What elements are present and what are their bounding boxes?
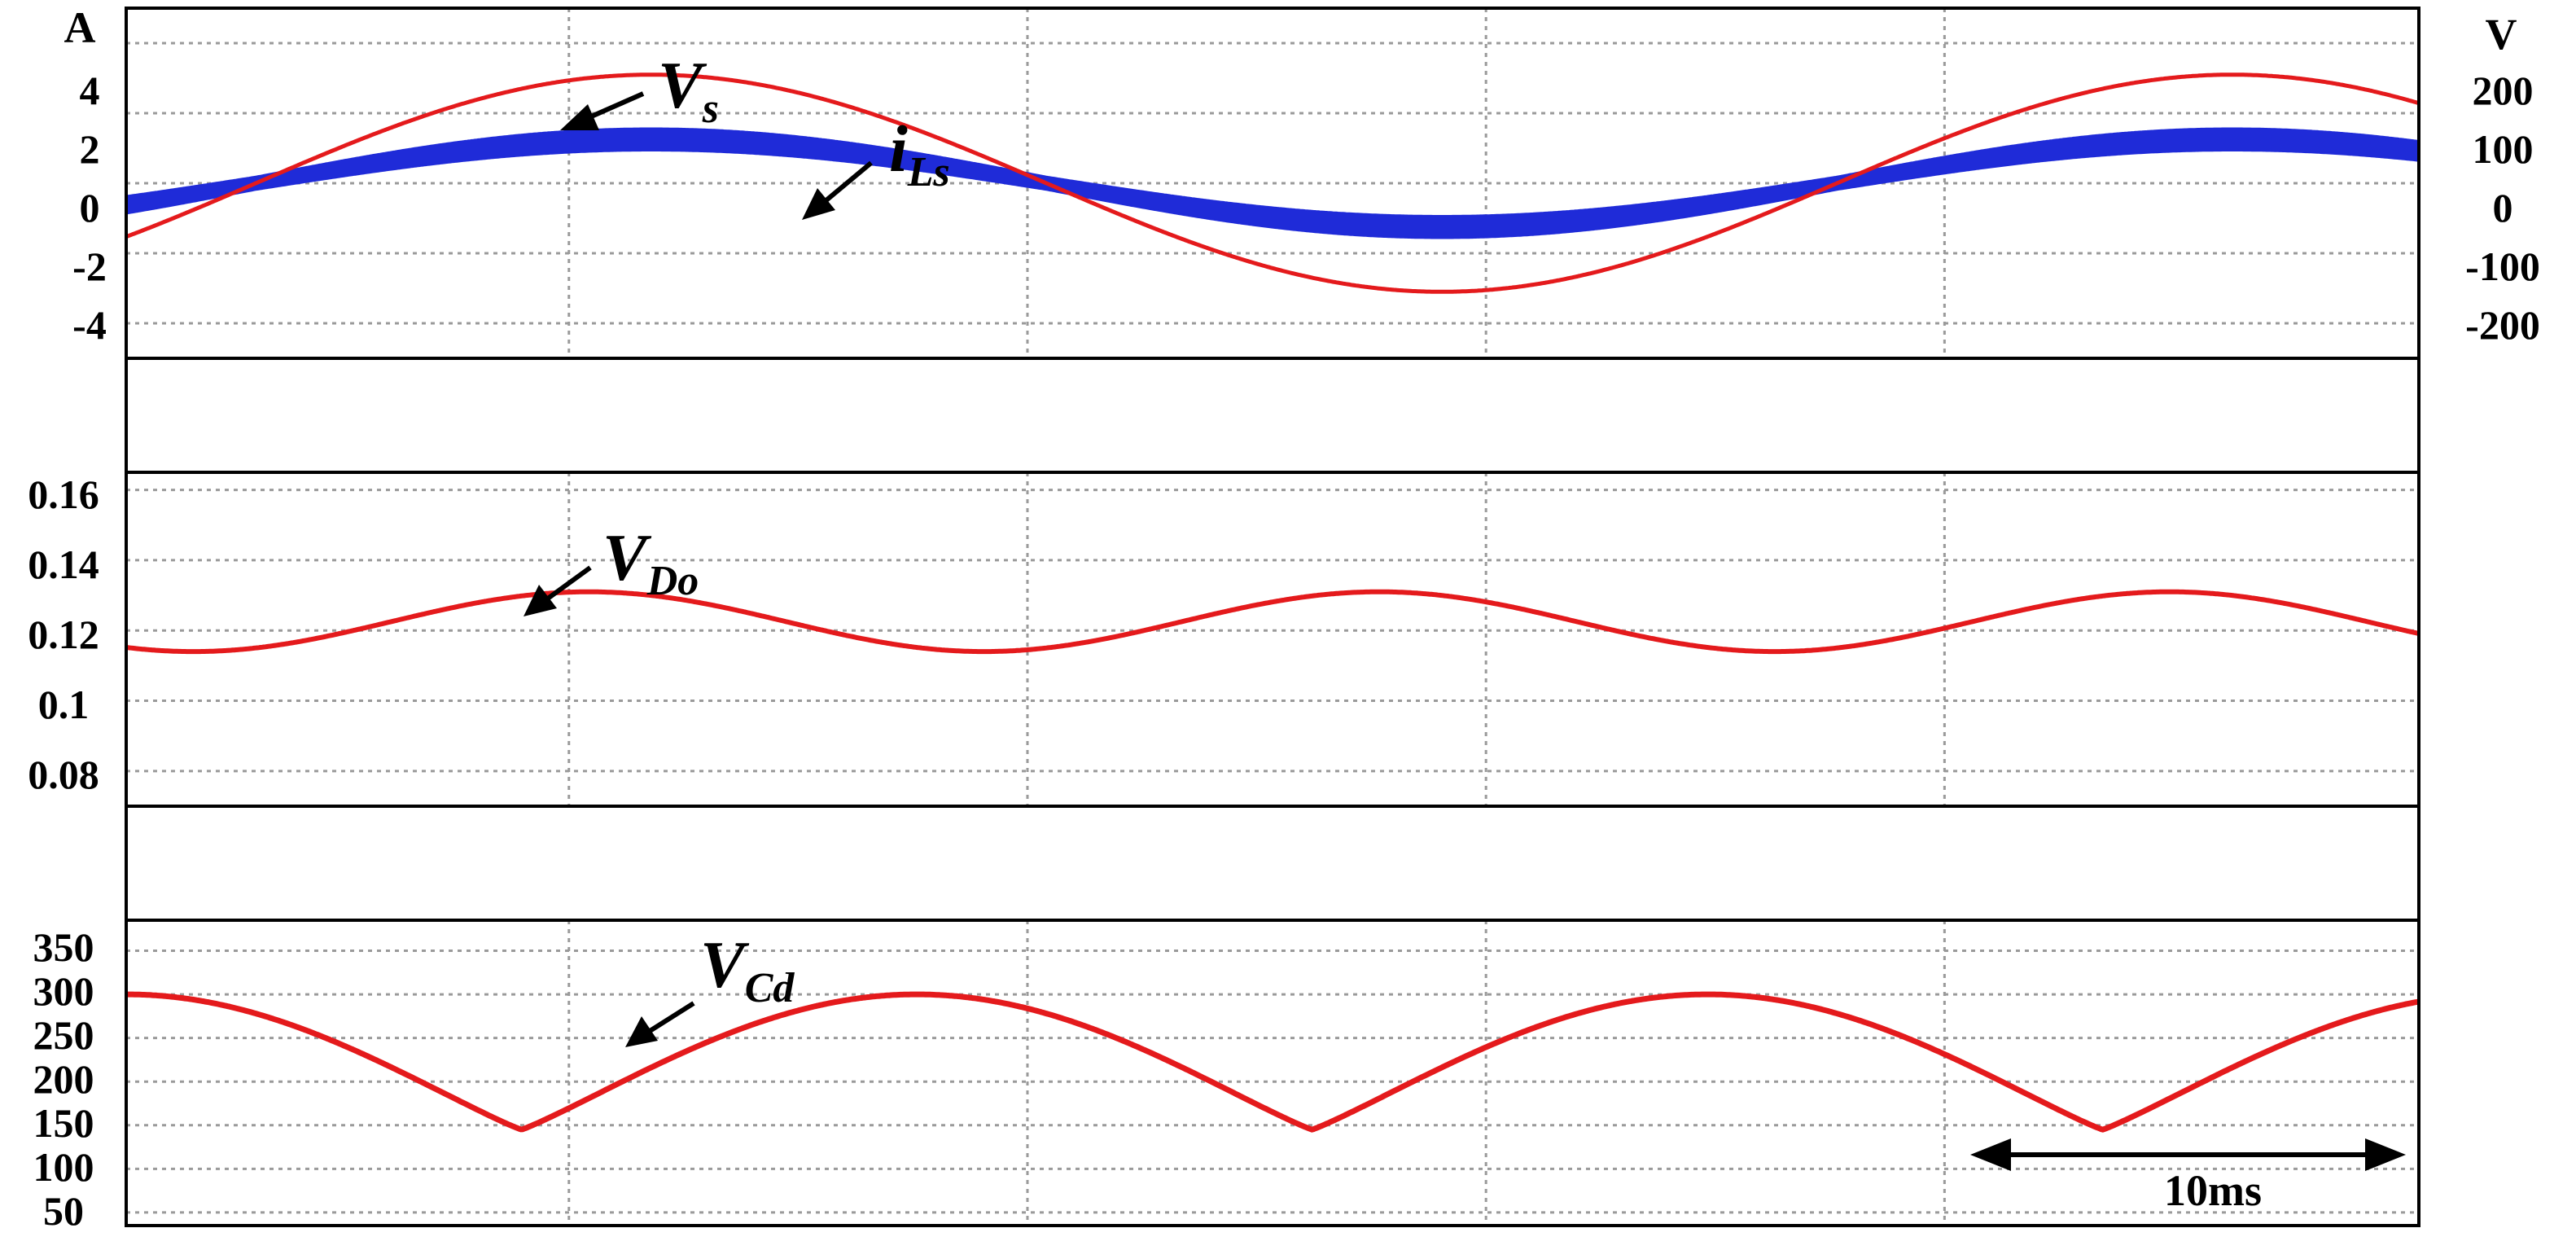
scale-bar-left-arrowhead: [1970, 1138, 2011, 1171]
svg-text:iLs: iLs: [889, 112, 950, 195]
svg-text:Vs: Vs: [658, 48, 719, 132]
vs-subscript: s: [702, 86, 719, 132]
annotation-vcd: VCd: [625, 928, 795, 1047]
bottom-panel-frame: [125, 919, 2420, 1227]
spacer-panel-2-frame: [125, 805, 2420, 922]
middle-left-tick: 0.08: [28, 752, 99, 797]
vs-trace: [125, 72, 2420, 294]
middle-left-tick: 0.16: [28, 471, 99, 517]
middle-left-tick: 0.1: [38, 682, 90, 727]
scale-bar-right-arrowhead: [2365, 1138, 2406, 1171]
bottom-left-tick: 350: [33, 924, 94, 970]
svg-text:VCd: VCd: [700, 928, 795, 1011]
arrowhead: [560, 104, 599, 130]
ils-subscript: Ls: [907, 149, 950, 195]
time-scale-bar: 10ms: [1970, 1138, 2406, 1215]
bottom-left-tick: 150: [33, 1100, 94, 1146]
top-right-tick: 0: [2493, 185, 2513, 230]
svg-text:VDo: VDo: [602, 520, 699, 604]
vcd-subscript: Cd: [745, 965, 795, 1011]
top-right-tick: 100: [2473, 126, 2534, 172]
annotation-ils: iLs: [802, 112, 950, 220]
vdo-label: V: [602, 520, 652, 594]
middle-left-tick: 0.12: [28, 612, 99, 657]
bottom-left-tick: 100: [33, 1144, 94, 1190]
annotation-arrow: [646, 1001, 695, 1035]
arrowhead: [625, 1016, 658, 1047]
annotation-arrow: [821, 160, 873, 206]
vcd-label: V: [700, 928, 750, 1002]
annotation-arrow: [544, 565, 592, 603]
bottom-left-tick: 200: [33, 1056, 94, 1102]
vcd-trace: [126, 991, 2420, 1133]
spacer-panel-1-frame: [125, 357, 2420, 474]
top-left-tick: -4: [72, 302, 107, 348]
right-axis-unit: V: [2486, 10, 2517, 59]
top-left-tick: 0: [80, 185, 100, 230]
bottom-left-tick: 50: [43, 1188, 84, 1234]
traces: [125, 72, 2420, 1133]
top-right-tick: 200: [2473, 68, 2534, 113]
top-left-tick: 2: [80, 126, 100, 172]
left-axis-unit: A: [64, 3, 96, 52]
ils-label: i: [889, 112, 908, 186]
top-left-tick: -2: [72, 243, 107, 289]
middle-panel-frame: [125, 471, 2420, 808]
top-right-tick: -100: [2465, 243, 2540, 289]
arrowhead: [802, 188, 835, 220]
vdo-subscript: Do: [646, 558, 699, 604]
top-right-tick: -200: [2465, 302, 2540, 348]
scale-bar-label: 10ms: [2164, 1166, 2262, 1215]
vdo-trace: [125, 589, 2420, 655]
annotation-vdo: VDo: [524, 520, 699, 616]
middle-left-tick: 0.14: [28, 542, 99, 587]
bottom-left-tick: 250: [33, 1012, 94, 1058]
middle-panel-grid: [126, 472, 2419, 806]
top-panel-grid: [126, 8, 2419, 358]
bottom-panel-grid: [126, 920, 2419, 1226]
arrowhead: [524, 585, 557, 616]
top-left-tick: 4: [80, 68, 100, 113]
bottom-left-tick: 300: [33, 968, 94, 1014]
vs-label: V: [658, 48, 708, 122]
annotation-vs: Vs: [560, 48, 719, 132]
